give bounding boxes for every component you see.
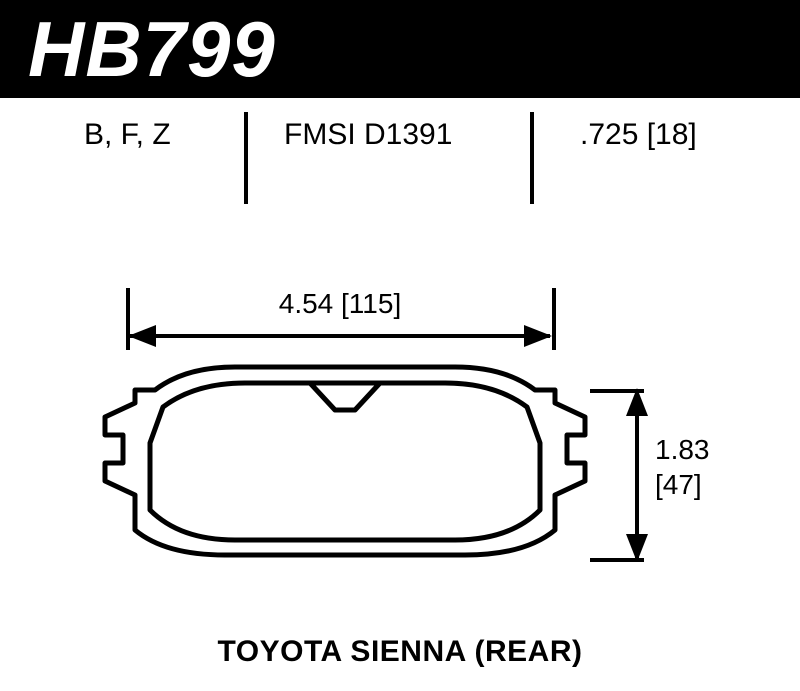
arrow-down-icon [626, 534, 648, 562]
fmsi-spec: FMSI D1391 [284, 118, 452, 152]
brake-pad-outline [95, 355, 595, 565]
brake-pad-diagram: 4.54 [115] 1.83 [47] [0, 250, 800, 630]
width-dimension-line [130, 334, 550, 338]
height-inches: 1.83 [655, 432, 710, 467]
width-dimension-label: 4.54 [115] [130, 288, 550, 320]
height-dimension-label: 1.83 [47] [655, 432, 710, 502]
extension-line [126, 288, 130, 350]
spec-divider [530, 112, 534, 204]
product-label: TOYOTA SIENNA (REAR) [0, 635, 800, 669]
part-number: HB799 [28, 4, 276, 95]
extension-line [552, 288, 556, 350]
height-mm: [47] [655, 467, 710, 502]
header-bar: HB799 [0, 0, 800, 98]
thickness-spec: .725 [18] [580, 118, 697, 152]
compounds-spec: B, F, Z [84, 118, 171, 152]
height-dimension: 1.83 [47] [635, 390, 755, 560]
spec-divider [244, 112, 248, 204]
arrow-left-icon [128, 325, 156, 347]
spec-row: B, F, Z FMSI D1391 .725 [18] [0, 118, 800, 208]
arrow-right-icon [524, 325, 552, 347]
width-dimension: 4.54 [115] [130, 290, 550, 340]
arrow-up-icon [626, 388, 648, 416]
